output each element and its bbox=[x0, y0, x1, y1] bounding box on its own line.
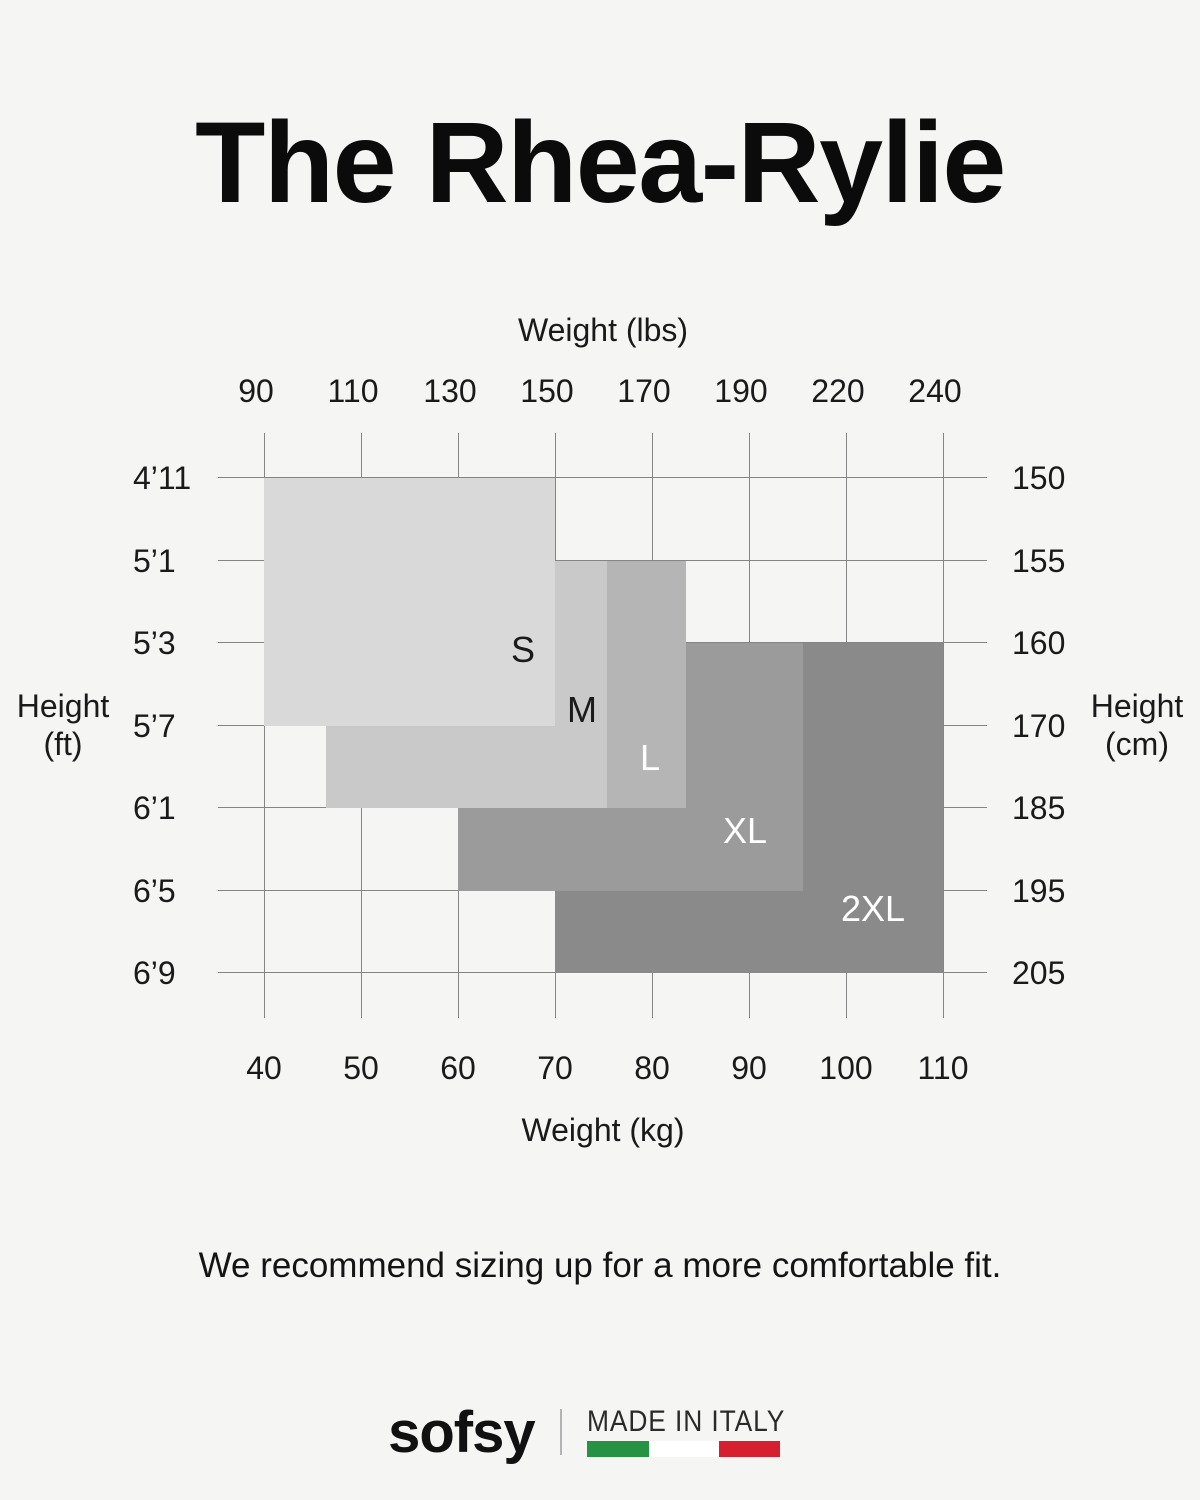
size-label-XL: XL bbox=[722, 810, 768, 851]
left-axis-title: Height (ft) bbox=[0, 687, 126, 763]
right-tick-label: 155 bbox=[1012, 542, 1066, 579]
top-tick-label: 170 bbox=[617, 373, 671, 409]
size-label-L: L bbox=[639, 737, 661, 778]
top-tick-label: 220 bbox=[811, 373, 865, 409]
left-tick-label: 5’1 bbox=[133, 542, 176, 579]
top-tick-label: 130 bbox=[423, 373, 477, 409]
top-tick-label: 240 bbox=[908, 373, 962, 409]
left-axis-title-line2: (ft) bbox=[43, 726, 83, 762]
page-title: The Rhea-Rylie bbox=[195, 99, 1006, 227]
size-region-S bbox=[264, 478, 555, 726]
italy-flag-icon bbox=[586, 1441, 780, 1457]
bottom-tick-label: 50 bbox=[343, 1050, 379, 1086]
bottom-tick-label: 40 bbox=[246, 1050, 282, 1086]
made-in-italy-label: MADE IN ITALY bbox=[586, 1405, 785, 1438]
bottom-tick-label: 100 bbox=[819, 1050, 873, 1086]
size-label-S: S bbox=[510, 629, 536, 670]
top-tick-label: 90 bbox=[238, 373, 274, 409]
right-tick-label: 160 bbox=[1012, 625, 1066, 661]
bottom-tick-label: 60 bbox=[440, 1050, 476, 1086]
size-region-L bbox=[607, 560, 686, 808]
left-tick-label: 5’7 bbox=[133, 707, 176, 744]
size-label-M: M bbox=[567, 689, 597, 730]
bottom-tick-label: 110 bbox=[917, 1050, 969, 1086]
grid-vline bbox=[942, 433, 944, 1018]
flag-green-stripe bbox=[586, 1441, 649, 1457]
right-axis-title-line1: Height bbox=[1090, 688, 1184, 724]
top-tick-label: 110 bbox=[327, 373, 379, 409]
sizing-note: We recommend sizing up for a more comfor… bbox=[198, 1246, 1002, 1285]
left-tick-label: 5’3 bbox=[133, 625, 176, 661]
bottom-tick-label: 90 bbox=[731, 1050, 767, 1086]
left-tick-label: 6’9 bbox=[133, 955, 176, 991]
top-tick-label: 190 bbox=[714, 373, 768, 409]
left-tick-label: 6’1 bbox=[133, 790, 176, 826]
footer: sofsy MADE IN ITALY bbox=[0, 1396, 1200, 1468]
bottom-axis-title: Weight (kg) bbox=[521, 1112, 685, 1148]
grid-vline bbox=[263, 433, 265, 1018]
flag-red-stripe bbox=[718, 1441, 780, 1457]
footer-divider bbox=[559, 1409, 562, 1455]
brand-logo: sofsy bbox=[388, 1400, 536, 1465]
bottom-tick-label: 80 bbox=[634, 1050, 670, 1086]
top-axis-title: Weight (lbs) bbox=[517, 312, 689, 348]
right-tick-label: 150 bbox=[1012, 460, 1066, 496]
top-tick-label: 150 bbox=[520, 373, 574, 409]
bottom-tick-label: 70 bbox=[537, 1050, 573, 1086]
left-tick-label: 4’11 bbox=[133, 460, 192, 496]
left-tick-label: 6’5 bbox=[133, 872, 176, 909]
flag-white-stripe bbox=[648, 1441, 719, 1457]
left-axis-title-line1: Height bbox=[16, 688, 110, 724]
size-label-2XL: 2XL bbox=[840, 888, 906, 929]
right-tick-label: 170 bbox=[1012, 707, 1066, 744]
grid-hline bbox=[218, 559, 987, 561]
right-axis-title-line2: (cm) bbox=[1105, 726, 1169, 762]
made-in-italy-block: MADE IN ITALY bbox=[586, 1405, 812, 1457]
right-tick-label: 195 bbox=[1012, 872, 1066, 909]
grid-hline bbox=[218, 477, 987, 478]
right-axis-title: Height (cm) bbox=[1074, 687, 1200, 763]
right-tick-label: 205 bbox=[1012, 955, 1066, 991]
right-tick-label: 185 bbox=[1012, 790, 1066, 826]
